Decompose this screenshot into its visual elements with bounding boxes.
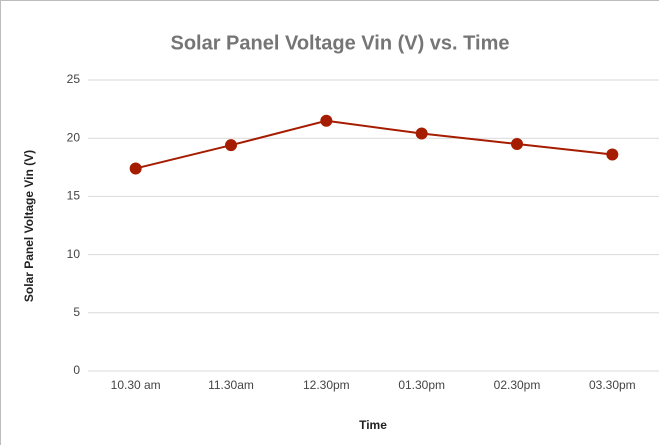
x-axis-label: Time (359, 418, 387, 432)
point (415, 127, 428, 140)
y-tick-label: 25 (67, 72, 81, 86)
x-tick-label: 12.30pm (303, 378, 350, 392)
y-tick-label: 0 (73, 363, 80, 377)
point (606, 148, 619, 161)
line (135, 119, 613, 170)
y-tick-label: 5 (73, 305, 80, 319)
x-tick-label: 11.30am (208, 378, 254, 392)
point (511, 138, 523, 151)
y-tick-label: 15 (67, 189, 81, 203)
x-tick-label: 10.30 am (111, 378, 161, 392)
point (225, 139, 237, 152)
y-tick-label: 20 (67, 130, 81, 144)
point (320, 114, 333, 127)
point (129, 162, 142, 175)
y-axis-label: Solar Panel Voltage Vin (V) (22, 150, 36, 302)
x-tick-label: 03.30pm (589, 378, 636, 392)
y-tick-label: 10 (67, 247, 81, 261)
x-tick-label: 02.30pm (494, 378, 541, 392)
chart-title: Solar Panel Voltage Vin (V) vs. Time (170, 32, 509, 54)
x-tick-label: 01.30pm (398, 378, 445, 392)
